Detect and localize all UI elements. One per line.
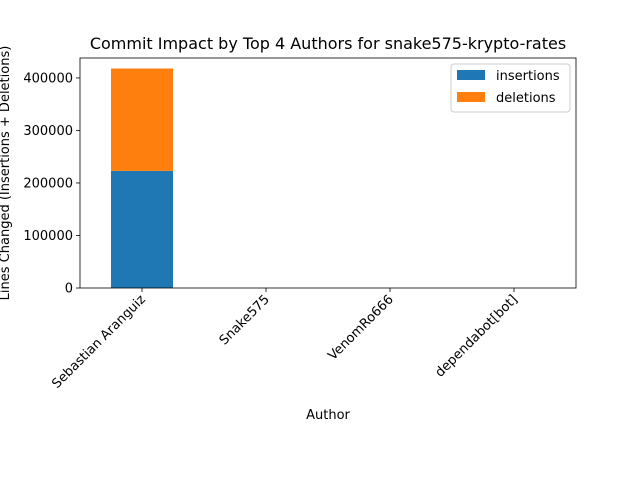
y-tick-label: 200000 [23, 176, 73, 191]
bar-insertions [111, 170, 173, 288]
legend-swatch-deletions [457, 92, 485, 102]
y-tick-label: 100000 [23, 229, 73, 244]
legend-label-deletions: deletions [496, 91, 556, 106]
plot-frame [79, 57, 577, 289]
x-tick-label: VenomRo666 [325, 292, 396, 363]
legend: insertions deletions [450, 63, 571, 113]
y-tick-label: 300000 [23, 124, 73, 139]
y-axis-label: Lines Changed (Insertions + Deletions) [0, 46, 13, 301]
x-axis-label: Author [306, 408, 350, 423]
legend-label-insertions: insertions [496, 69, 560, 84]
x-tick-label: Sebastian Aranguiz [49, 292, 149, 392]
legend-swatch-insertions [457, 70, 485, 80]
chart-title: Commit Impact by Top 4 Authors for snake… [90, 34, 566, 53]
x-axis-ticks: Sebastian Aranguiz Snake575 VenomRo666 depe… [49, 288, 521, 392]
x-tick-label: Snake575 [217, 292, 273, 348]
bars-layer [111, 68, 173, 288]
x-tick-label: dependabot[bot] [433, 292, 521, 380]
y-tick-label: 0 [65, 282, 73, 297]
y-axis-ticks: 0 100000 200000 300000 400000 [23, 71, 80, 297]
y-tick-label: 400000 [23, 71, 73, 86]
bar-deletions [111, 68, 173, 171]
